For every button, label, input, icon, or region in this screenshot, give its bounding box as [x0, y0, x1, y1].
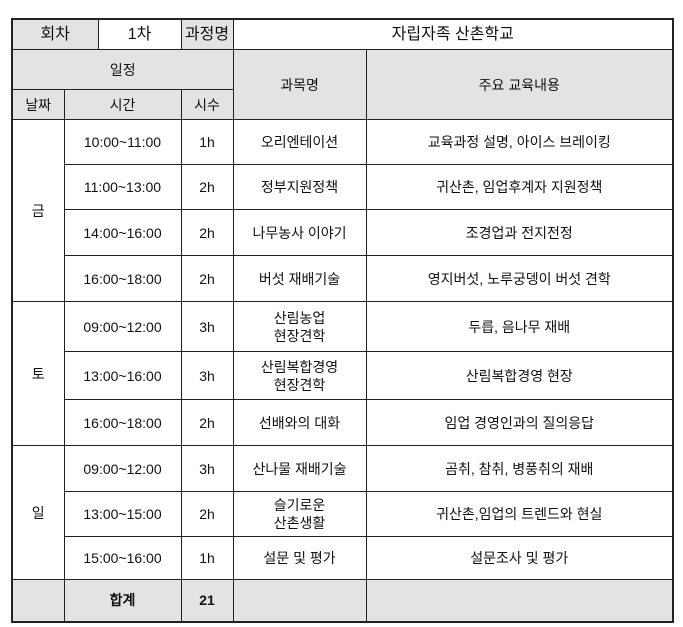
subject-cell: 산림농업 현장견학 — [232, 301, 367, 352]
total-row: 합계 21 — [11, 579, 674, 622]
table-row: 일 09:00~12:00 3h 산나물 재배기술 곰취, 참취, 병풍취의 재배 — [11, 445, 674, 580]
hours-cell: 3h — [180, 445, 234, 492]
hours-cell: 3h — [180, 351, 234, 400]
table-row: 13:00~16:00 3h 산림복합경영 현장견학 산림복합경영 현장 — [12, 351, 674, 400]
total-label: 합계 — [63, 579, 182, 622]
day-cell: 금 — [11, 119, 65, 302]
time-cell: 10:00~11:00 — [63, 119, 182, 165]
content-cell: 조경업과 전지전정 — [365, 209, 674, 256]
table-row: 13:00~15:00 2h 슬기로운 산촌생활 귀산촌,임업의 트렌드와 현실 — [12, 491, 674, 537]
subject-cell: 오리엔테이션 — [232, 119, 367, 165]
day-cell: 토 — [11, 301, 65, 446]
hours-header: 시수 — [180, 89, 234, 120]
total-subject-empty — [232, 579, 367, 622]
course-label: 과정명 — [180, 18, 234, 50]
subject-header: 과목명 — [232, 49, 367, 120]
time-cell: 11:00~13:00 — [63, 164, 182, 210]
time-cell: 14:00~16:00 — [63, 209, 182, 256]
subject-cell: 선배와의 대화 — [232, 399, 367, 446]
table-row: 14:00~16:00 2h 나무농사 이야기 조경업과 전지전정 — [12, 209, 674, 256]
subject-cell: 정부지원정책 — [232, 164, 367, 210]
time-cell: 09:00~12:00 — [63, 445, 182, 492]
content-cell: 교육과정 설명, 아이스 브레이킹 — [365, 119, 674, 165]
table-row: 15:00~16:00 1h 설문 및 평가 설문조사 및 평가 — [12, 536, 674, 580]
table-row: 16:00~18:00 2h 선배와의 대화 임업 경영인과의 질의응답 — [12, 399, 674, 446]
hours-cell: 3h — [180, 301, 234, 352]
header-row-1: 일정 과목명 주요 교육내용 — [11, 49, 674, 120]
time-cell: 09:00~12:00 — [63, 301, 182, 352]
hours-cell: 2h — [180, 255, 234, 302]
table-row: 금 10:00~11:00 1h 오리엔테이션 교육과정 설명, 아이스 브레이킹 — [11, 119, 674, 302]
time-header: 시간 — [63, 89, 182, 120]
hours-cell: 2h — [180, 209, 234, 256]
table-row: 11:00~13:00 2h 정부지원정책 귀산촌, 임업후계자 지원정책 — [12, 164, 674, 210]
table-row: 토 09:00~12:00 3h 산림농업 현장견학 두릅, 음나무 재배 — [11, 301, 674, 446]
time-cell: 13:00~16:00 — [63, 351, 182, 400]
hours-cell: 2h — [180, 491, 234, 537]
table-row: 16:00~18:00 2h 버섯 재배기술 영지버섯, 노루궁뎅이 버섯 견학 — [12, 255, 674, 302]
subject-cell: 산나물 재배기술 — [232, 445, 367, 492]
schedule-header: 일정 — [11, 49, 234, 90]
time-cell: 13:00~15:00 — [63, 491, 182, 537]
day-cell: 일 — [11, 445, 65, 580]
total-empty — [11, 579, 65, 622]
content-cell: 곰취, 참취, 병풍취의 재배 — [365, 445, 674, 492]
time-cell: 15:00~16:00 — [63, 536, 182, 580]
content-cell: 임업 경영인과의 질의응답 — [365, 399, 674, 446]
content-cell: 영지버섯, 노루궁뎅이 버섯 견학 — [365, 255, 674, 302]
subject-cell: 버섯 재배기술 — [232, 255, 367, 302]
header-row-2: 날짜 시간 시수 — [11, 89, 673, 120]
content-cell: 귀산촌, 임업후계자 지원정책 — [365, 164, 674, 210]
content-header: 주요 교육내용 — [365, 49, 674, 120]
session-label: 회차 — [11, 18, 99, 50]
title-row: 회차 1차 과정명 자립자족 산촌학교 — [11, 18, 674, 50]
hours-cell: 2h — [180, 399, 234, 446]
hours-cell: 1h — [180, 119, 234, 165]
course-schedule-table: 회차 1차 과정명 자립자족 산촌학교 일정 과목명 주요 교육내용 날짜 시간… — [11, 18, 675, 623]
hours-cell: 1h — [180, 536, 234, 580]
time-cell: 16:00~18:00 — [63, 399, 182, 446]
course-value: 자립자족 산촌학교 — [232, 18, 674, 50]
content-cell: 귀산촌,임업의 트렌드와 현실 — [365, 491, 674, 537]
subject-cell: 슬기로운 산촌생활 — [232, 491, 367, 537]
time-cell: 16:00~18:00 — [63, 255, 182, 302]
total-content-empty — [365, 579, 674, 622]
content-cell: 두릅, 음나무 재배 — [365, 301, 674, 352]
subject-cell: 설문 및 평가 — [232, 536, 367, 580]
session-value: 1차 — [97, 18, 182, 50]
content-cell: 산림복합경영 현장 — [365, 351, 674, 400]
subject-cell: 나무농사 이야기 — [232, 209, 367, 256]
hours-cell: 2h — [180, 164, 234, 210]
date-header: 날짜 — [11, 89, 65, 120]
subject-cell: 산림복합경영 현장견학 — [232, 351, 367, 400]
total-hours: 21 — [180, 579, 234, 622]
content-cell: 설문조사 및 평가 — [365, 536, 674, 580]
